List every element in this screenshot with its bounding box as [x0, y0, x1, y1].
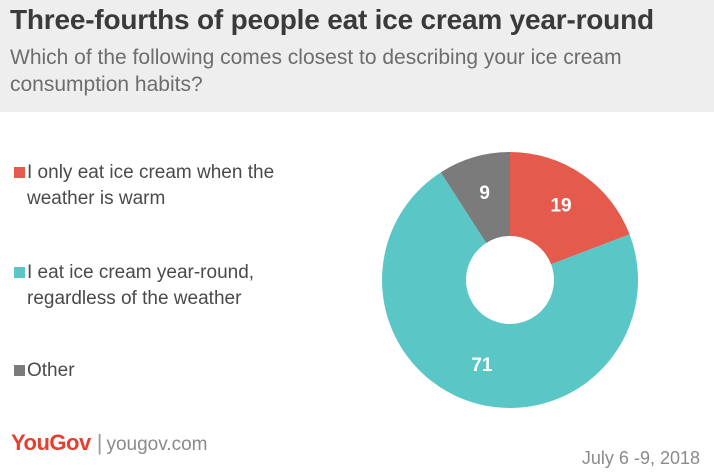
slice-value-label-other: 9	[479, 183, 490, 204]
chart-subtitle: Which of the following comes closest to …	[10, 46, 622, 96]
legend-swatch-warm-weather	[14, 167, 25, 178]
brand-url[interactable]: yougov.com	[106, 434, 208, 455]
slice-value-label-year-round: 71	[471, 355, 493, 376]
footer-brand: YouGov | yougov.com	[11, 430, 207, 456]
legend-item-warm-weather: I only eat ice cream when the weather is…	[14, 160, 334, 212]
survey-date: July 6 -9, 2018	[581, 448, 700, 468]
legend-label-other: Other	[27, 360, 75, 381]
chart-title: Three-fourths of people eat ice cream ye…	[10, 4, 654, 35]
yougov-logo: YouGov	[11, 430, 91, 455]
legend-swatch-other	[14, 365, 25, 376]
donut-slice-other	[440, 152, 510, 243]
legend-item-other: Other	[14, 358, 334, 384]
legend-item-year-round: I eat ice cream year-round, regardless o…	[14, 260, 334, 312]
brand-separator: |	[96, 430, 103, 455]
slice-value-label-warm-weather: 19	[550, 195, 571, 216]
header-band: Three-fourths of people eat ice cream ye…	[0, 0, 714, 112]
legend-swatch-year-round	[14, 267, 25, 278]
donut-chart: 19 71 9	[382, 152, 638, 408]
donut-slice-warm-weather	[510, 152, 630, 265]
legend-label-year-round: I eat ice cream year-round, regardless o…	[27, 262, 255, 309]
donut-slice-year-round	[382, 172, 638, 408]
legend-label-warm-weather: I only eat ice cream when the weather is…	[27, 162, 275, 209]
